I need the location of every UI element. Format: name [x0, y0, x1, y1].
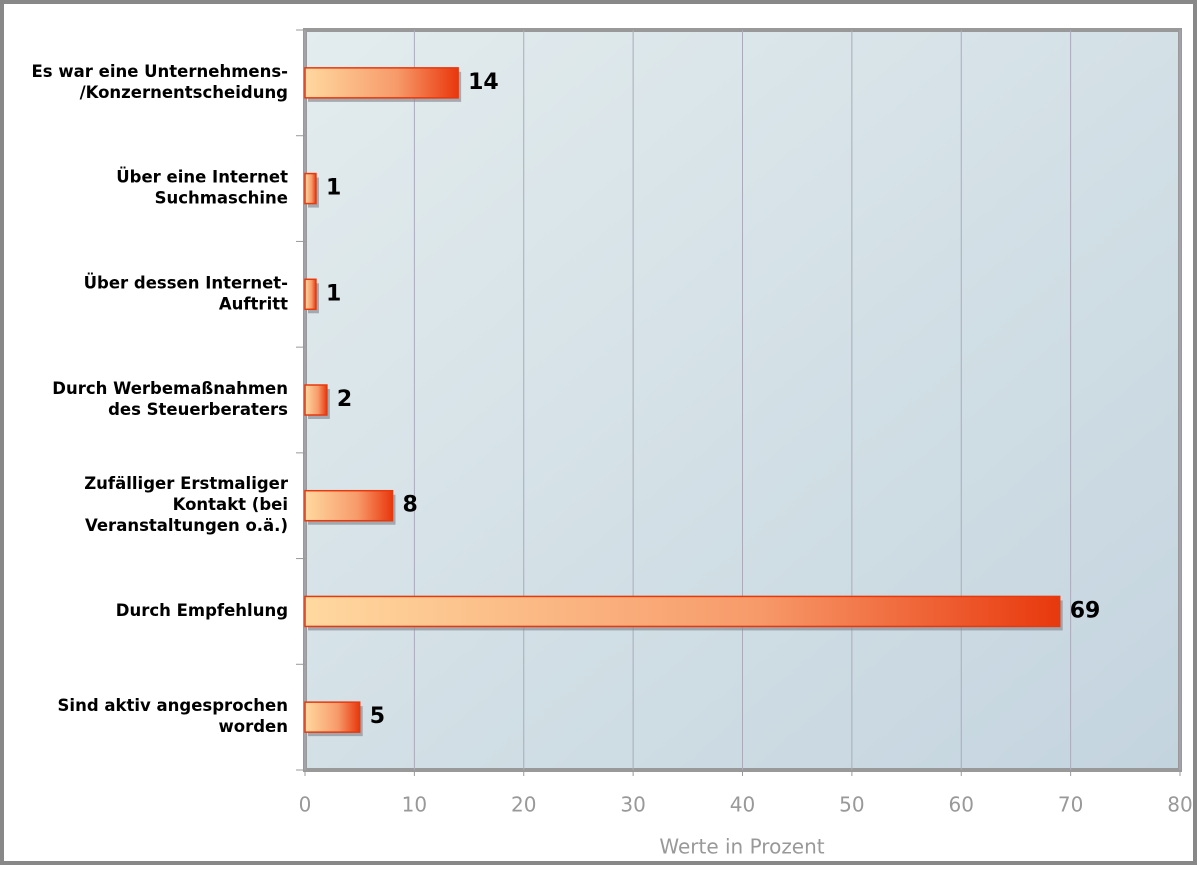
bar	[304, 67, 459, 99]
x-tick-label: 80	[1167, 793, 1192, 817]
y-tick-label: Zufälliger Erstmaliger	[84, 474, 289, 493]
x-tick-label: 20	[511, 793, 536, 817]
y-tick-label: Es war eine Unternehmens-	[32, 62, 288, 81]
x-tick-label: 0	[299, 793, 312, 817]
y-tick-label: Auftritt	[219, 294, 288, 313]
value-label: 8	[403, 493, 418, 518]
y-tick-label: Kontakt (bei	[173, 495, 288, 514]
value-label: 69	[1070, 598, 1101, 623]
bar	[304, 278, 317, 311]
y-tick-label: Veranstaltungen o.ä.)	[85, 516, 288, 535]
bar	[304, 489, 394, 522]
y-tick-label: Durch Empfehlung	[116, 601, 288, 620]
x-tick-label: 60	[949, 793, 974, 817]
y-tick-label: Suchmaschine	[155, 189, 288, 208]
x-axis-title: Werte in Prozent	[659, 835, 824, 859]
value-label: 5	[370, 704, 385, 729]
bar	[304, 595, 1061, 628]
y-tick-label: /Konzernentscheidung	[80, 83, 288, 102]
y-tick-label: Durch Werbemaßnahmen	[52, 379, 288, 398]
x-tick-label: 40	[730, 793, 755, 817]
y-tick-label: worden	[219, 717, 288, 736]
value-label: 1	[326, 176, 341, 201]
x-tick-label: 50	[839, 793, 864, 817]
y-tick-label: Sind aktiv angesprochen	[58, 696, 288, 715]
bar	[304, 172, 317, 205]
bar	[304, 701, 361, 733]
value-label: 1	[326, 281, 341, 306]
x-tick-label: 10	[402, 793, 427, 817]
bar	[304, 384, 328, 416]
value-label: 14	[468, 70, 499, 95]
y-tick-label: des Steuerberaters	[108, 400, 288, 419]
x-tick-label: 70	[1058, 793, 1083, 817]
x-tick-label: 30	[620, 793, 645, 817]
y-tick-label: Über dessen Internet-	[84, 273, 288, 292]
y-tick-label: Über eine Internet	[116, 168, 288, 187]
value-label: 2	[337, 387, 352, 412]
